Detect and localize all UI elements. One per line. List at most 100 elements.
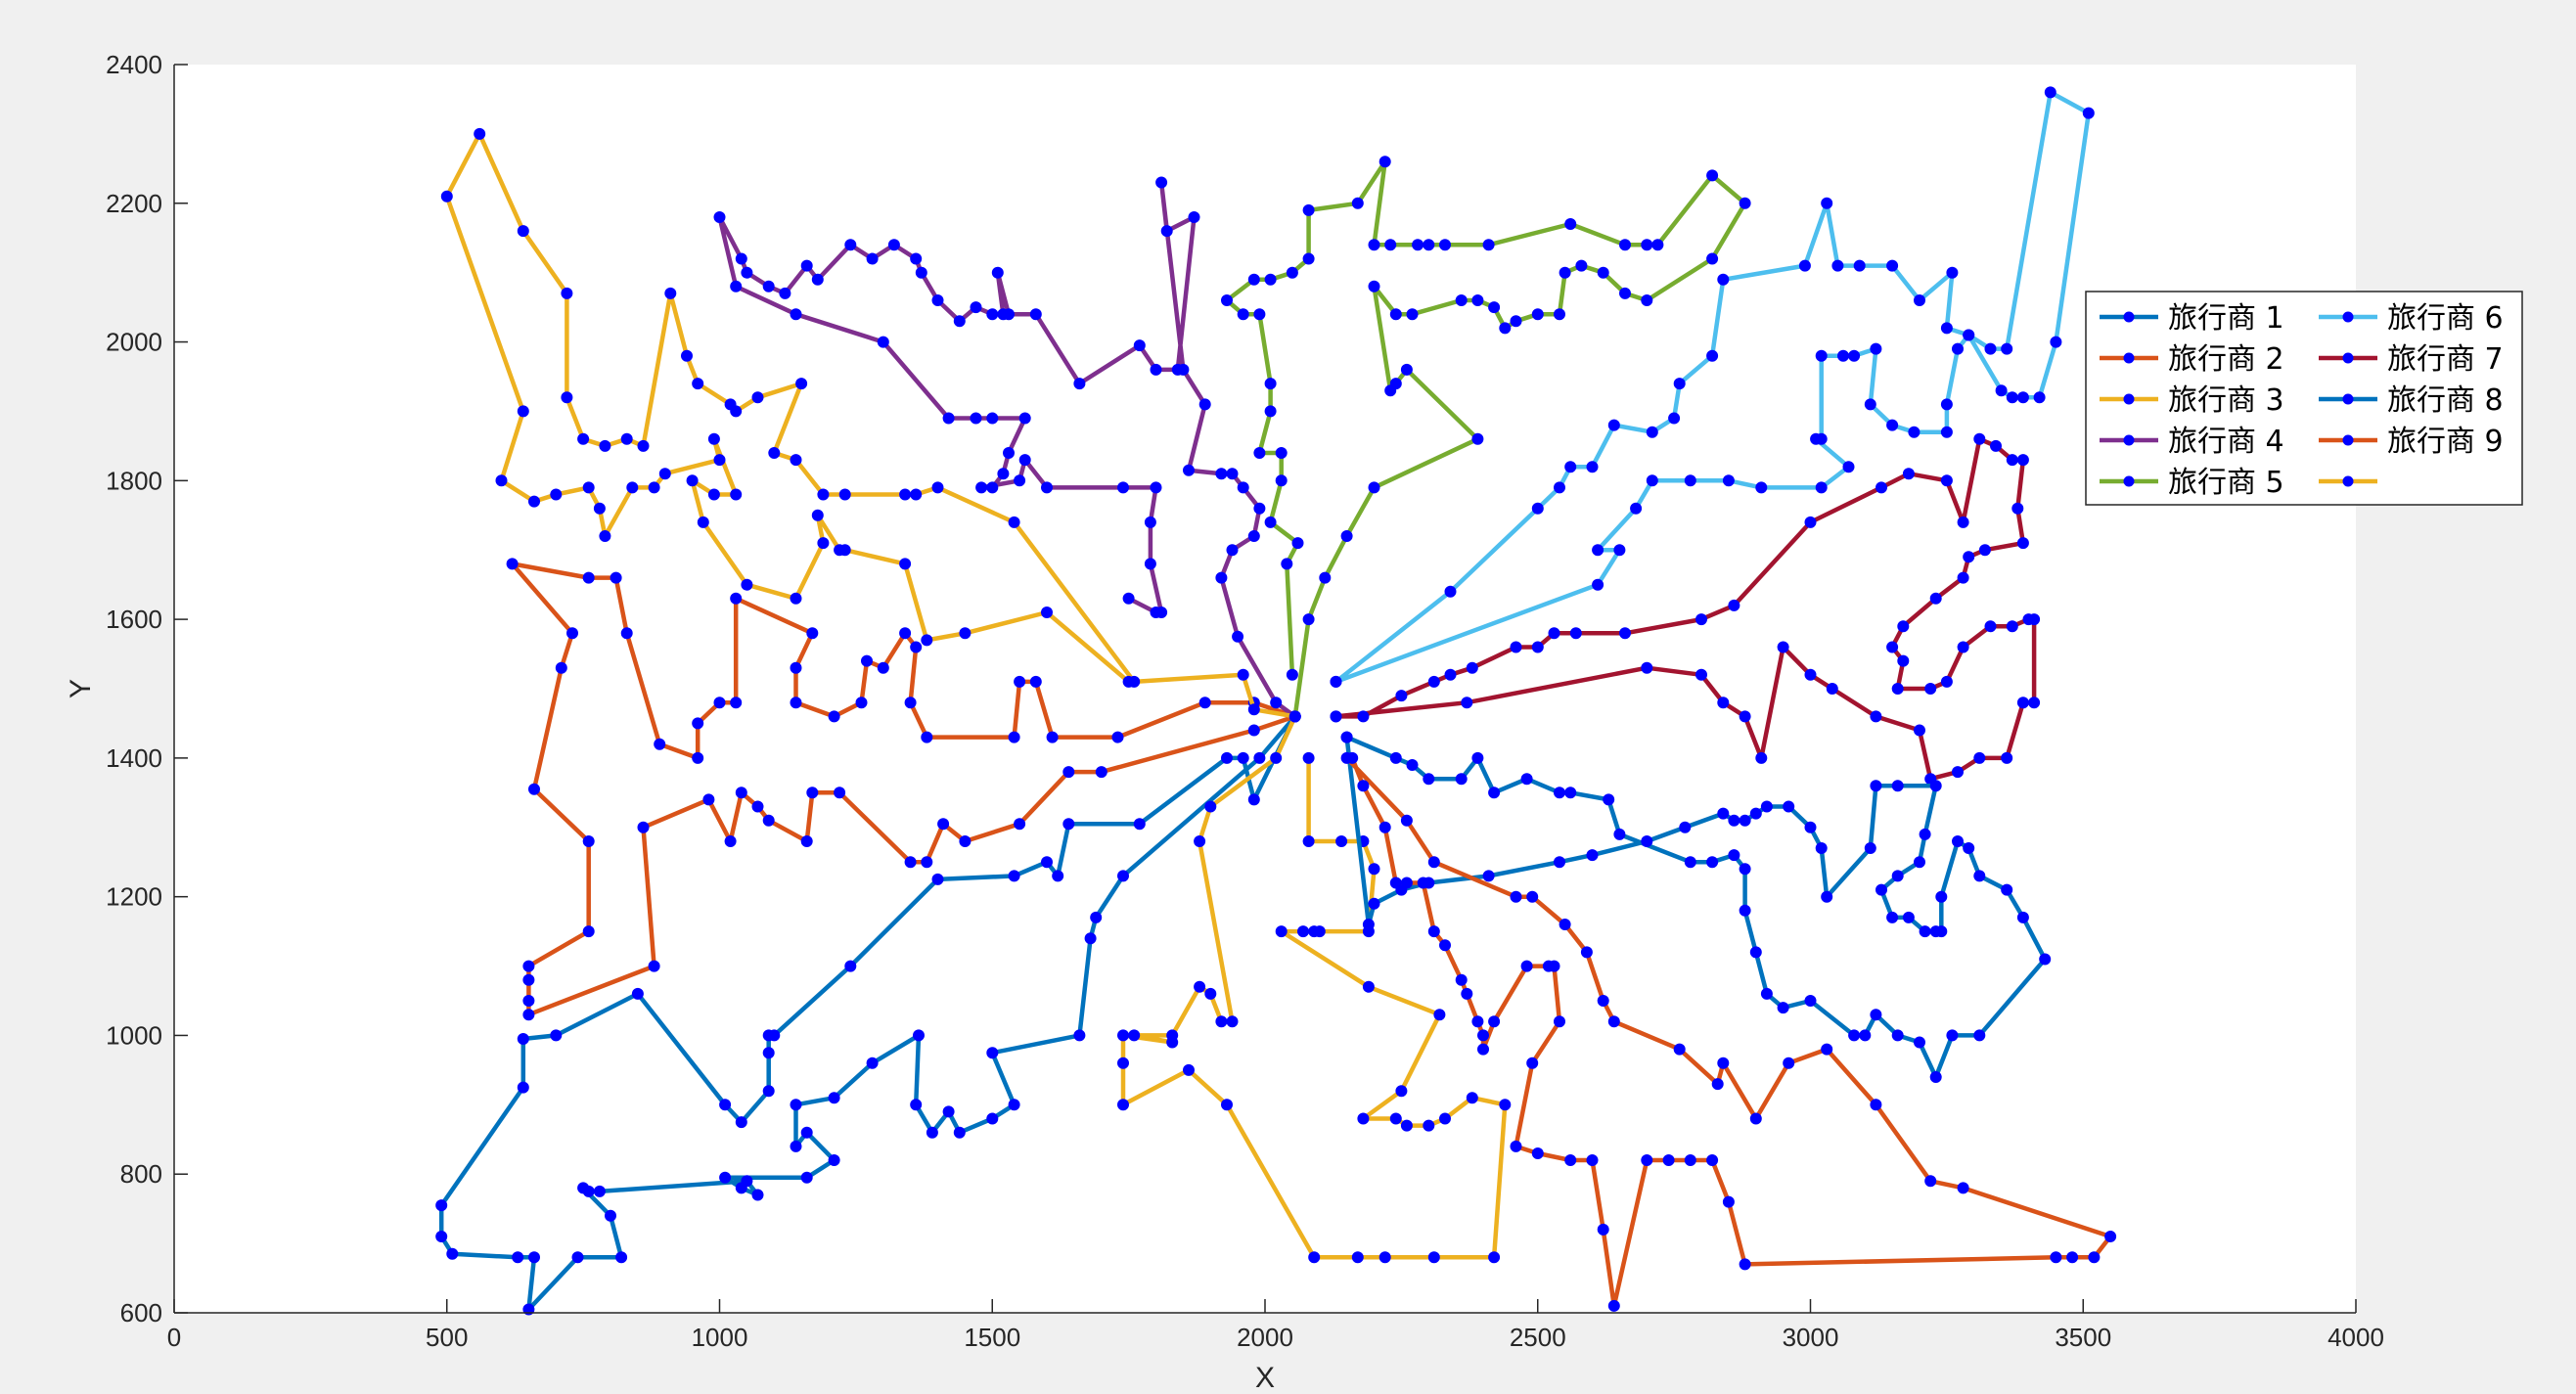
series-10-point-10	[817, 488, 830, 501]
series-4-point-44	[942, 412, 955, 425]
series-7-point-23	[1957, 641, 1969, 653]
series-2-point-46	[800, 835, 813, 847]
series-10-point-41	[730, 488, 743, 501]
series-6-point-46	[1755, 481, 1768, 494]
series-1-point-50	[1008, 870, 1020, 882]
series-10-point-30	[495, 474, 508, 487]
series-1-point-9	[986, 1112, 999, 1125]
series-7-point-28	[1886, 641, 1899, 653]
series-4-point-21	[1029, 308, 1042, 321]
series-10-point-13	[795, 378, 808, 390]
series-6-point-16	[1853, 259, 1866, 272]
series-1-point-39	[517, 1033, 529, 1045]
series-5-point-45	[1221, 294, 1233, 306]
series-10-point-27	[474, 127, 486, 140]
series-6-point-34	[1940, 426, 1953, 438]
series-7-point-42	[1902, 468, 1915, 480]
series-2-point-4	[1111, 731, 1124, 743]
series-4-point-51	[975, 481, 988, 494]
legend-item-10	[2319, 475, 2377, 487]
series-10-point-54	[1041, 607, 1053, 618]
series-10-point-28	[440, 190, 453, 202]
series-5-point-52	[1275, 474, 1288, 487]
series-9-point-8	[1597, 995, 1609, 1007]
series-8-point-6	[1471, 751, 1484, 764]
series-4-point-56	[1150, 481, 1162, 494]
series-8-point-44	[1914, 856, 1925, 869]
y-tick-label-800: 800	[120, 1159, 162, 1189]
legend-item-8: 旅行商 8	[2319, 383, 2504, 418]
series-9-point-41	[1477, 1043, 1489, 1056]
series-9-point-49	[1400, 877, 1413, 889]
series-2-point-13	[877, 661, 889, 674]
series-5-point-55	[1281, 558, 1293, 570]
series-9-point-6	[1559, 919, 1571, 930]
y-tick-label-2200: 2200	[106, 189, 162, 218]
series-2-point-5	[1046, 731, 1059, 743]
series-9-point-36	[1554, 1015, 1565, 1028]
series-8-point-16	[1739, 863, 1751, 876]
legend-item-6: 旅行商 6	[2319, 301, 2504, 336]
series-2	[506, 558, 1301, 1021]
series-7-point-45	[1728, 599, 1740, 611]
series-6-point-26	[2050, 336, 2062, 348]
series-9-point-26	[1684, 1154, 1696, 1166]
series-5-point-3	[1319, 571, 1332, 584]
series-8-point-11	[1603, 793, 1615, 806]
series-10-point-39	[713, 454, 726, 467]
series-8-point-28	[1946, 1029, 1959, 1042]
series-8-point-8	[1520, 773, 1533, 786]
series-10-point-26	[517, 225, 529, 238]
series-5-point-14	[1471, 294, 1484, 306]
series-9-point-10	[1673, 1043, 1686, 1056]
series-6-point-33	[1940, 398, 1953, 411]
series-1-point-10	[953, 1126, 966, 1139]
series-5-point-25	[1706, 252, 1719, 265]
series-8-point-27	[1929, 1071, 1942, 1083]
series-6-point-53	[1592, 578, 1604, 591]
series-8-point-23	[1859, 1029, 1872, 1042]
series-10-point-55	[1122, 675, 1135, 688]
series-4-point-7	[1253, 502, 1266, 515]
series-6-point-13	[1798, 259, 1811, 272]
series-2-point-29	[506, 558, 519, 570]
series-10-point-50	[838, 544, 851, 557]
series-4-point-35	[800, 259, 813, 272]
series-7-point-44	[1804, 516, 1817, 528]
series-4-point-55	[1117, 481, 1129, 494]
series-5-point-20	[1559, 266, 1571, 279]
series-6-point-2	[1444, 585, 1457, 598]
series-4-point-42	[790, 308, 802, 321]
series-7-point-52	[1466, 661, 1478, 674]
y-tick-label-1200: 1200	[106, 882, 162, 912]
series-8-point-10	[1564, 787, 1577, 799]
series-7-point-41	[1940, 474, 1953, 487]
y-axis-title: Y	[65, 679, 97, 698]
series-4-point-3	[1232, 630, 1244, 643]
series-8-point-40	[1902, 911, 1915, 923]
series-1-point-17	[790, 1099, 802, 1111]
series-4-point-49	[997, 468, 1010, 480]
series-3-point-17	[1308, 1251, 1321, 1264]
series-8-point-5	[1455, 773, 1468, 786]
series-10-point-44	[697, 516, 709, 528]
legend-label-3: 旅行商 3	[2168, 383, 2284, 418]
series-2-point-45	[762, 814, 775, 827]
series-7-point-4	[1695, 668, 1707, 681]
series-10-point-36	[626, 481, 639, 494]
legend[interactable]: 旅行商 1 旅行商 2 旅行商 3 旅行商 4 旅行商 5 旅行商 6 旅行商 7 旅行商 8…	[2085, 291, 2523, 506]
series-9-point-9	[1607, 1015, 1620, 1028]
x-tick-label-2000: 2000	[1237, 1323, 1293, 1352]
y-tick-label-1800: 1800	[106, 466, 162, 495]
series-10-point-6	[931, 481, 944, 494]
series-2-point-42	[724, 835, 737, 847]
series-9-point-28	[1641, 1154, 1653, 1166]
x-tick-label-2500: 2500	[1510, 1323, 1566, 1352]
series-5-point-27	[1706, 169, 1719, 182]
series-5-point-28	[1651, 239, 1664, 251]
series-5-point-34	[1423, 239, 1435, 251]
series-2-point-34	[582, 925, 595, 938]
series-2-point-14	[861, 654, 873, 667]
y-tick-label-1400: 1400	[106, 743, 162, 773]
series-7-point-47	[1619, 627, 1631, 640]
